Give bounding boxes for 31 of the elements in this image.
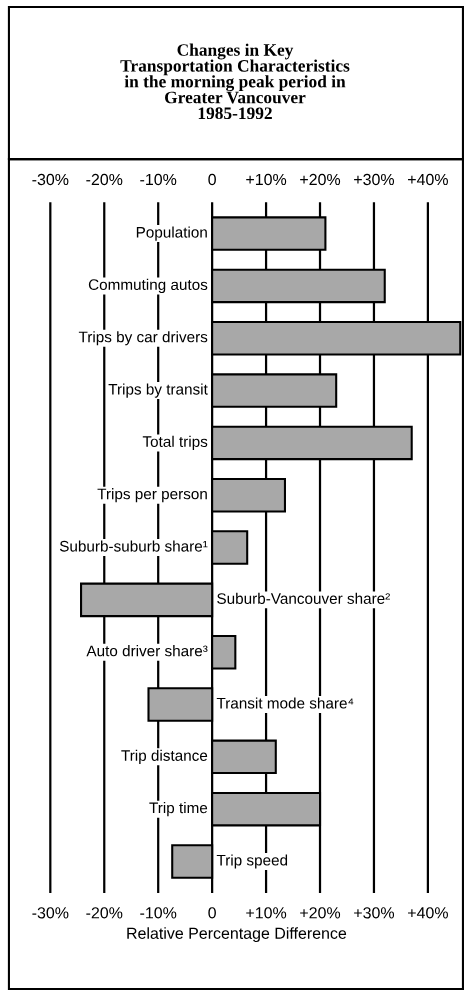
x2-tick-label: +30% bbox=[354, 173, 395, 186]
x2-tick-label: 0 bbox=[208, 173, 216, 186]
y-tick-label: Population bbox=[136, 226, 207, 241]
y-tick-label: Trips per person bbox=[97, 488, 207, 503]
x2-tick-label: -30% bbox=[32, 173, 69, 186]
y-tick-label: Trip speed bbox=[216, 854, 288, 869]
x-tick-label: 0 bbox=[208, 907, 216, 919]
x-tick-label: -10% bbox=[140, 907, 177, 919]
x2-tick-label: -20% bbox=[86, 173, 123, 186]
y-tick-label: Suburb-Vancouver share² bbox=[217, 592, 390, 604]
x-tick-label: -30% bbox=[32, 907, 69, 919]
x-tick-label: +20% bbox=[300, 907, 341, 919]
x-tick-label: +10% bbox=[246, 907, 287, 919]
y-tick-label: Suburb-suburb share¹ bbox=[59, 540, 208, 552]
x-tick-label: +30% bbox=[354, 907, 395, 919]
y-tick-label: Auto driver share³ bbox=[86, 645, 208, 657]
x-tick-label: -20% bbox=[86, 907, 123, 919]
y-tick-label: Commuting autos bbox=[88, 278, 208, 294]
y-tick-label: Trip time bbox=[149, 802, 208, 817]
x2-tick-label: +40% bbox=[408, 173, 448, 186]
y-tick-label: Trips by transit bbox=[108, 383, 208, 398]
chart-title: Changes in Key Transportation Characteristics in the morning peak period in Greater Vancouver 1985-1992 bbox=[120, 43, 350, 120]
x2-tick-label: +10% bbox=[246, 173, 287, 186]
y-tick-label: Total trips bbox=[142, 435, 208, 451]
x-tick-label: +40% bbox=[408, 907, 448, 919]
x2-tick-label: -10% bbox=[140, 173, 177, 186]
x-axis-title: Relative Percentage Difference bbox=[127, 927, 347, 943]
y-tick-label: Trips by car drivers bbox=[78, 331, 208, 346]
y-tick-label: Transit mode share⁴ bbox=[216, 697, 354, 709]
x2-tick-label: +20% bbox=[300, 173, 341, 186]
y-tick-label: Trip distance bbox=[121, 749, 208, 764]
